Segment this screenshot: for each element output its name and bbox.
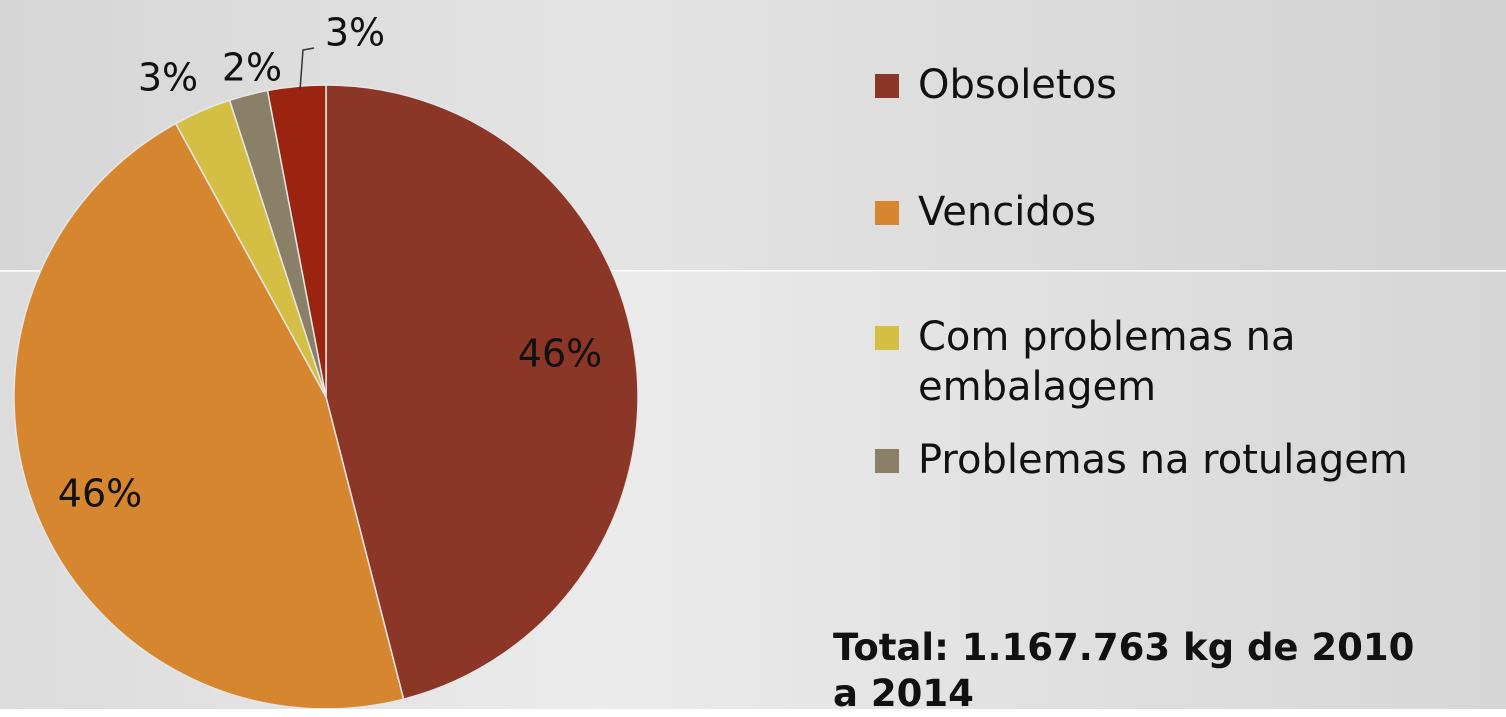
data-label: 3% xyxy=(325,11,385,55)
legend-swatch xyxy=(875,449,899,473)
legend-item: Problemas na rotulagem xyxy=(875,435,1495,485)
legend-label: Com problemas na embalagem xyxy=(918,314,1296,410)
legend-item: Obsoletos xyxy=(875,60,1495,110)
legend-swatch xyxy=(875,201,899,225)
legend-label: Obsoletos xyxy=(918,62,1117,108)
data-label: 2% xyxy=(222,46,282,90)
pie-slice xyxy=(266,84,327,398)
data-label: 46% xyxy=(518,332,602,376)
annotation: Total: 1.167.763 kg de 2010 a 2014 xyxy=(833,626,1415,715)
legend-label: Problemas na rotulagem xyxy=(918,437,1408,483)
data-label: 46% xyxy=(58,472,142,516)
data-label: 3% xyxy=(138,56,198,100)
legend-swatch xyxy=(875,326,899,350)
pie-slice xyxy=(325,84,639,701)
legend-item: Vencidos xyxy=(875,187,1495,237)
pie-slice xyxy=(13,122,405,708)
legend-label: Vencidos xyxy=(918,189,1097,235)
legend-swatch xyxy=(875,74,899,98)
leader-line xyxy=(299,47,315,91)
legend-item: Com problemas na embalagem xyxy=(875,312,1495,412)
